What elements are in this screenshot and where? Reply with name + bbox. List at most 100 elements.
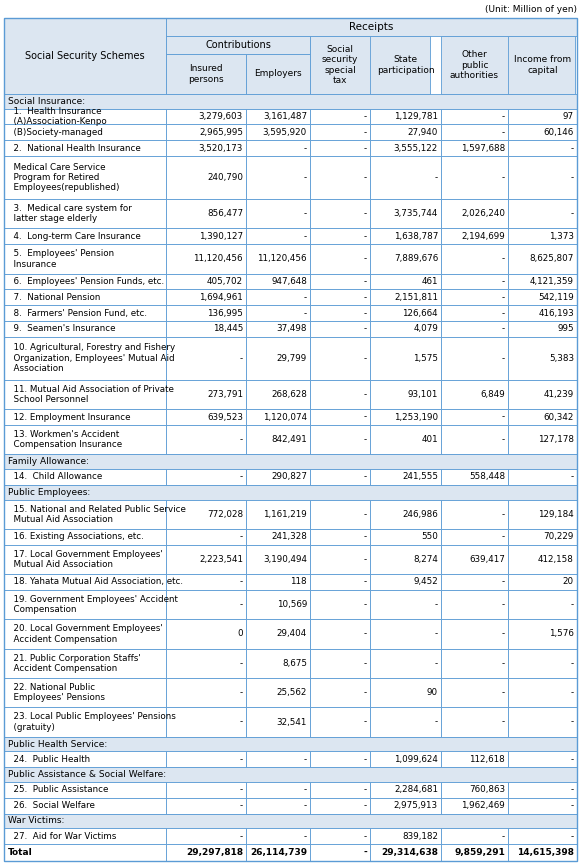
Bar <box>370 36 430 94</box>
Text: -: - <box>571 173 574 182</box>
Bar <box>246 409 310 425</box>
Bar <box>166 708 246 737</box>
Text: -: - <box>502 324 505 333</box>
Text: 842,491: 842,491 <box>271 435 307 444</box>
Text: Social Insurance:: Social Insurance: <box>8 97 85 106</box>
Bar <box>4 380 166 409</box>
Bar <box>4 620 166 649</box>
Bar <box>508 244 577 274</box>
Text: 5,383: 5,383 <box>549 354 574 362</box>
Bar <box>370 545 441 574</box>
Text: Receipts: Receipts <box>349 22 394 32</box>
Text: -: - <box>502 354 505 362</box>
Bar <box>246 752 310 767</box>
Text: -: - <box>304 232 307 241</box>
Text: -: - <box>364 832 367 841</box>
Bar <box>508 36 575 94</box>
Text: 772,028: 772,028 <box>207 510 243 519</box>
Bar <box>310 590 370 620</box>
Text: -: - <box>364 510 367 519</box>
Text: -: - <box>364 277 367 286</box>
Bar <box>508 545 577 574</box>
Text: 0: 0 <box>238 629 243 639</box>
Bar <box>441 124 508 141</box>
Bar <box>166 844 246 861</box>
Text: 241,555: 241,555 <box>402 472 438 482</box>
Bar <box>246 425 310 454</box>
Bar <box>310 141 370 156</box>
Bar <box>370 782 441 797</box>
Text: -: - <box>435 717 438 727</box>
Bar <box>441 36 512 94</box>
Bar <box>441 828 508 844</box>
Bar <box>441 844 508 861</box>
Bar <box>4 229 166 244</box>
Text: -: - <box>502 577 505 587</box>
Bar <box>4 337 166 380</box>
Text: -: - <box>502 510 505 519</box>
Text: 8,274: 8,274 <box>413 555 438 564</box>
Text: -: - <box>571 755 574 764</box>
Text: 27,940: 27,940 <box>408 128 438 137</box>
Bar <box>166 620 246 649</box>
Text: 4,121,359: 4,121,359 <box>530 277 574 286</box>
Text: -: - <box>304 801 307 810</box>
Bar <box>166 425 246 454</box>
Text: 8.  Farmers' Pension Fund, etc.: 8. Farmers' Pension Fund, etc. <box>8 309 147 318</box>
Bar <box>370 425 441 454</box>
Text: 11. Mutual Aid Association of Private
  School Personnel: 11. Mutual Aid Association of Private Sc… <box>8 385 174 404</box>
Bar <box>166 289 246 306</box>
Bar <box>4 18 166 94</box>
Bar <box>508 844 577 861</box>
Bar <box>508 409 577 425</box>
Text: -: - <box>571 801 574 810</box>
Text: -: - <box>364 532 367 541</box>
Bar <box>166 229 246 244</box>
Text: 4.  Long-term Care Insurance: 4. Long-term Care Insurance <box>8 232 141 241</box>
Bar <box>166 678 246 708</box>
Text: 22. National Public
  Employees' Pensions: 22. National Public Employees' Pensions <box>8 683 105 702</box>
Text: 9,859,291: 9,859,291 <box>454 848 505 857</box>
Text: 268,628: 268,628 <box>271 390 307 399</box>
Bar <box>370 649 441 678</box>
Text: -: - <box>364 128 367 137</box>
Text: -: - <box>571 472 574 482</box>
Bar <box>310 469 370 485</box>
Bar <box>246 244 310 274</box>
Bar <box>4 244 166 274</box>
Bar <box>310 199 370 229</box>
Bar <box>4 590 166 620</box>
Bar <box>4 306 166 321</box>
Text: 3,595,920: 3,595,920 <box>263 128 307 137</box>
Bar <box>166 321 246 337</box>
Text: 136,995: 136,995 <box>207 309 243 318</box>
Text: 118: 118 <box>290 577 307 587</box>
Text: 1,576: 1,576 <box>549 629 574 639</box>
Text: 2,026,240: 2,026,240 <box>461 209 505 218</box>
Text: -: - <box>502 832 505 841</box>
Bar <box>310 620 370 649</box>
Text: 3,279,603: 3,279,603 <box>199 112 243 121</box>
Bar <box>246 229 310 244</box>
Text: 8,675: 8,675 <box>282 658 307 668</box>
Text: -: - <box>364 293 367 302</box>
Text: -: - <box>364 577 367 587</box>
Bar <box>166 274 246 289</box>
Text: -: - <box>571 785 574 794</box>
Bar <box>310 289 370 306</box>
Bar <box>441 500 508 529</box>
Bar <box>166 141 246 156</box>
Bar <box>370 109 441 124</box>
Bar <box>441 708 508 737</box>
Bar <box>4 649 166 678</box>
Text: 37,498: 37,498 <box>277 324 307 333</box>
Text: 17. Local Government Employees'
  Mutual Aid Association: 17. Local Government Employees' Mutual A… <box>8 550 163 569</box>
Text: -: - <box>240 688 243 697</box>
Bar <box>4 156 166 199</box>
Text: 29,297,818: 29,297,818 <box>186 848 243 857</box>
Text: 4,079: 4,079 <box>413 324 438 333</box>
Text: 6.  Employees' Pension Funds, etc.: 6. Employees' Pension Funds, etc. <box>8 277 164 286</box>
Text: -: - <box>304 785 307 794</box>
Text: -: - <box>502 309 505 318</box>
Bar <box>246 529 310 545</box>
